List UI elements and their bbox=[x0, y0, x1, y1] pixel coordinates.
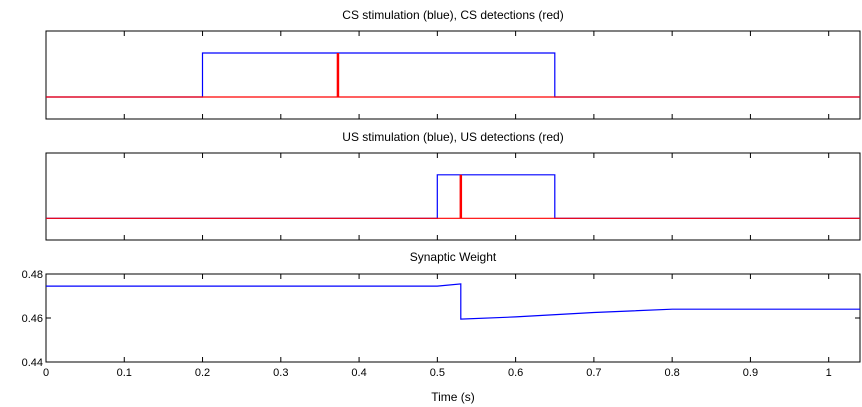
weight-series bbox=[46, 283, 860, 320]
us-panel: US stimulation (blue), US detections (re… bbox=[45, 130, 861, 241]
cs-panel: CS stimulation (blue), CS detections (re… bbox=[45, 8, 861, 120]
y-tick-label: 0.46 bbox=[22, 313, 43, 325]
weight-panel: Synaptic Weight 0 0.1 0.2 0.3 0.4 0.5 0.6 0.7 0.… bbox=[22, 250, 861, 404]
us-x-ticks bbox=[45, 153, 830, 240]
x-tick-label: 0.4 bbox=[351, 367, 366, 379]
x-tick-label: 1 bbox=[826, 367, 832, 379]
y-tick-label: 0.48 bbox=[22, 269, 43, 281]
cs-x-ticks bbox=[45, 31, 830, 119]
x-tick-label: 0 bbox=[43, 367, 49, 379]
cs-panel-title: CS stimulation (blue), CS detections (re… bbox=[342, 8, 563, 22]
weight-panel-title: Synaptic Weight bbox=[410, 250, 497, 264]
us-plot-frame bbox=[45, 152, 861, 241]
x-tick-label: 0.6 bbox=[508, 367, 523, 379]
weight-plot-frame bbox=[45, 273, 861, 363]
x-tick-label: 0.7 bbox=[586, 367, 601, 379]
cs-series bbox=[46, 52, 860, 98]
weight-ticks: 0 0.1 0.2 0.3 0.4 0.5 0.6 0.7 0.8 0.9 1 0.44 0.46 0.4… bbox=[22, 269, 860, 379]
weight-blue-trace bbox=[46, 283, 860, 320]
x-tick-label: 0.3 bbox=[273, 367, 288, 379]
x-axis-label: Time (s) bbox=[431, 390, 475, 404]
x-tick-label: 0.5 bbox=[430, 367, 445, 379]
x-tick-label: 0.2 bbox=[195, 367, 210, 379]
us-panel-title: US stimulation (blue), US detections (re… bbox=[342, 130, 563, 144]
x-tick-label: 0.9 bbox=[743, 367, 758, 379]
cs-plot-frame bbox=[45, 30, 861, 120]
y-tick-label: 0.44 bbox=[22, 357, 43, 369]
x-tick-label: 0.8 bbox=[665, 367, 680, 379]
us-series bbox=[46, 174, 860, 219]
x-tick-label: 0.1 bbox=[117, 367, 132, 379]
